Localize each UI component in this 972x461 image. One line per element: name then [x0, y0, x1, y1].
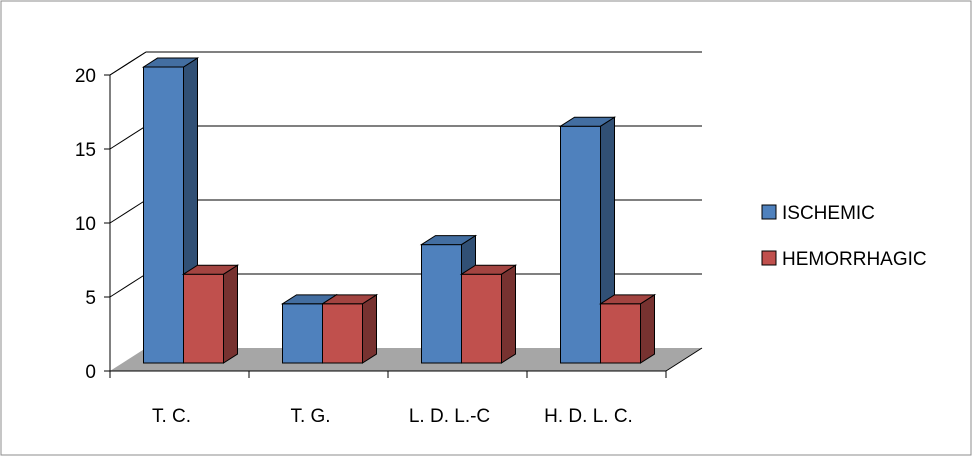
- gridline-depth: [109, 125, 147, 150]
- legend-item-ischemic: ISCHEMIC: [761, 203, 875, 224]
- bar-side: [640, 293, 655, 364]
- legend-label: HEMORRHAGIC: [782, 249, 927, 270]
- gridline-depth: [109, 199, 147, 224]
- legend-item-hemorrhagic: HEMORRHAGIC: [761, 249, 927, 270]
- legend-swatch: [761, 250, 777, 266]
- legend: ISCHEMIC HEMORRHAGIC: [761, 203, 927, 270]
- bar-hemorrhagic-1: [320, 293, 379, 364]
- bar-front: [143, 66, 184, 364]
- x-tick-label: H. D. L. C.: [544, 406, 633, 427]
- bar-top: [141, 57, 200, 68]
- bar-top: [181, 264, 240, 275]
- bar-top: [459, 264, 518, 275]
- legend-label: ISCHEMIC: [782, 203, 875, 224]
- bar-top: [419, 235, 478, 246]
- bar-side: [223, 264, 238, 364]
- x-tick-label: T. G.: [290, 406, 330, 427]
- legend-swatch: [761, 204, 777, 220]
- y-tick-label: 0: [85, 362, 96, 383]
- plot-area: 0 5 10 15 20 T. C. T. G. L. D. L.-C H. D. L. C.: [75, 51, 703, 427]
- bar-hemorrhagic-3: [598, 293, 657, 364]
- bar-front: [560, 125, 601, 364]
- bar-hemorrhagic-2: [459, 264, 518, 364]
- gridline-depth: [109, 273, 147, 298]
- bar-top: [320, 294, 379, 305]
- y-tick-label: 15: [75, 140, 96, 161]
- y-axis-top-edge: [109, 51, 147, 76]
- bar-side: [362, 293, 377, 364]
- x-tick-label: T. C.: [152, 406, 191, 427]
- bar-front: [322, 303, 363, 364]
- y-tick-label: 10: [75, 214, 96, 235]
- y-tick-label: 5: [85, 288, 96, 309]
- bar-front: [421, 244, 462, 364]
- bar-top: [598, 294, 657, 305]
- bar-hemorrhagic-0: [181, 264, 240, 364]
- bar-front: [600, 303, 641, 364]
- bar-front: [183, 273, 224, 364]
- chart-floor: [110, 348, 702, 371]
- x-tick-label: L. D. L.-C: [409, 406, 490, 427]
- bar-front: [461, 273, 502, 364]
- bar-top: [558, 116, 617, 127]
- x-axis-depth-edge: [665, 347, 703, 372]
- bar-front: [282, 303, 323, 364]
- y-tick-label: 20: [75, 66, 96, 87]
- bar-side: [501, 264, 516, 364]
